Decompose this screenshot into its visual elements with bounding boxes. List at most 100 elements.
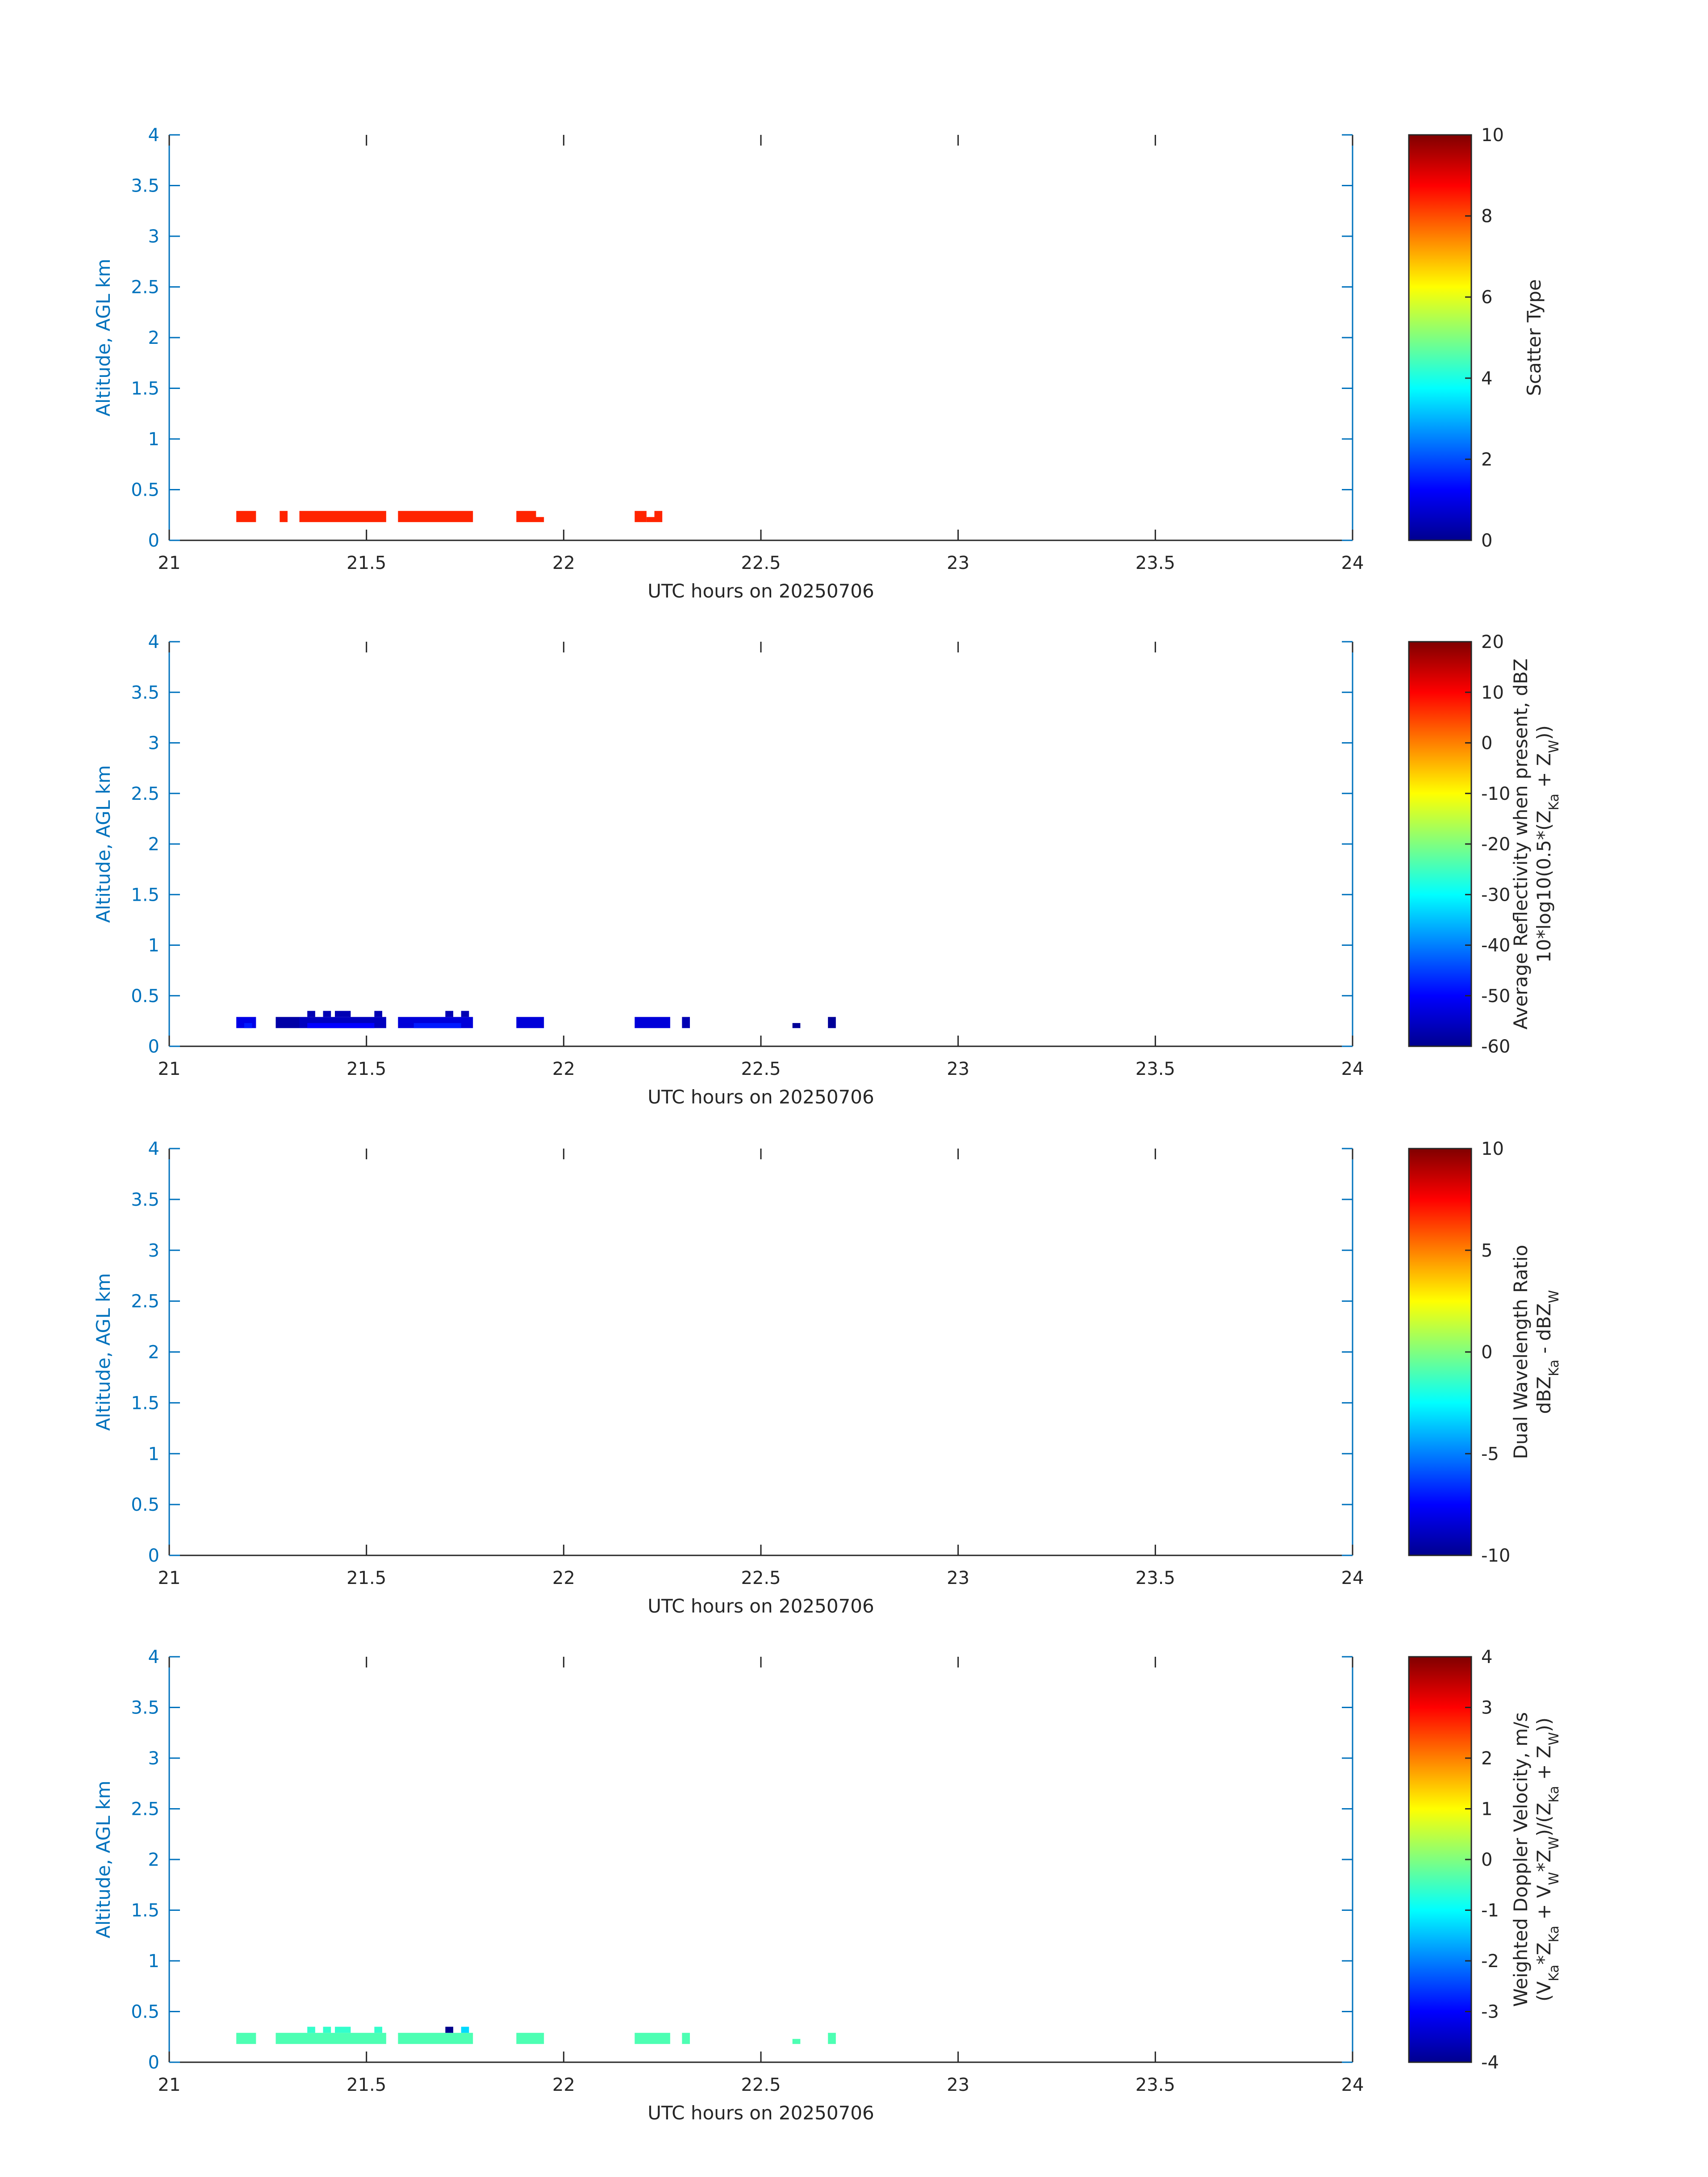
- heatmap-cell: [236, 2033, 256, 2044]
- x-tick-label: 23: [947, 1059, 969, 1079]
- colorbar-label-subscript: Ka: [1546, 1964, 1562, 1981]
- heatmap-cell: [635, 2033, 670, 2044]
- y-tick-label: 2: [148, 328, 159, 348]
- colorbar-tick-label: 4: [1481, 1647, 1492, 1667]
- heatmap-cell: [307, 2027, 315, 2033]
- y-tick-label: 0.5: [131, 1495, 159, 1515]
- x-axis-label: UTC hours on 20250706: [647, 1086, 874, 1108]
- heatmap-cell: [516, 511, 536, 522]
- heatmap-cell: [646, 517, 655, 522]
- colorbar-label-line: Weighted Doppler Velocity, m/s: [1510, 1712, 1532, 2007]
- colorbar-label-subscript: W: [1546, 1732, 1562, 1746]
- colorbar-tick-label: -20: [1481, 834, 1510, 855]
- y-tick-label: 4: [148, 1139, 159, 1159]
- x-tick-label: 23.5: [1136, 1568, 1175, 1588]
- heatmap-cell: [828, 2033, 836, 2044]
- colorbar-tick-label: -3: [1481, 2002, 1499, 2022]
- y-tick-label: 4: [148, 632, 159, 652]
- x-axis-label: UTC hours on 20250706: [647, 1595, 874, 1617]
- colorbar-label-subscript: W: [1546, 740, 1562, 753]
- colorbar-tick-label: 3: [1481, 1698, 1492, 1718]
- colorbar-label: Weighted Doppler Velocity, m/s (VKa*ZKa +…: [1510, 1712, 1562, 2007]
- heatmap-cell: [828, 1017, 836, 1028]
- y-tick-label: 1: [148, 936, 159, 956]
- x-tick-label: 21: [158, 553, 181, 573]
- colorbar-scale: [1408, 641, 1472, 1047]
- heatmap-cell: [516, 1017, 544, 1028]
- y-tick-label: 3.5: [131, 176, 159, 196]
- x-tick-label: 23: [947, 553, 969, 573]
- y-tick-label: 3.5: [131, 1698, 159, 1718]
- y-tick-label: 0.5: [131, 2002, 159, 2022]
- x-tick-label: 23: [947, 2075, 969, 2095]
- colorbar-tick-label: -1: [1481, 1901, 1499, 1921]
- heatmap-cell: [323, 2027, 331, 2033]
- x-tick-label: 21: [158, 1568, 181, 1588]
- colorbar-tick-label: -2: [1481, 1951, 1499, 1972]
- y-tick-label: 1.5: [131, 379, 159, 399]
- colorbar-label-subscript: Ka: [1546, 1786, 1562, 1803]
- colorbar-label-line: Average Reflectivity when present, dBZ: [1510, 658, 1532, 1029]
- y-tick-label: 3.5: [131, 682, 159, 703]
- heatmap-cell: [635, 511, 647, 522]
- heatmap-cell: [398, 2033, 473, 2044]
- colorbar-tick-label: 1: [1481, 1799, 1492, 1820]
- heatmap-cell: [276, 1017, 300, 1028]
- colorbar-label-subscript: W: [1546, 1872, 1562, 1885]
- heatmap-cell: [445, 2027, 453, 2033]
- y-tick-label: 1.5: [131, 1901, 159, 1921]
- panel-doppler-velocity: 21 21.5 22 22.5 23 23.5 24 00.511.522.533.54 U…: [92, 1647, 1562, 2124]
- heatmap-cell: [413, 1023, 461, 1028]
- y-tick-label: 1: [148, 429, 159, 450]
- heatmap-cell: [792, 1023, 801, 1028]
- colorbar-tick-label: -4: [1481, 2052, 1499, 2073]
- colorbar: 0 2 4 6 8 10 Scatter Type: [1408, 125, 1545, 551]
- heatmap-cell: [635, 1017, 670, 1028]
- x-tick-label: 22.5: [741, 1568, 781, 1588]
- x-tick-label: 23.5: [1136, 553, 1175, 573]
- colorbar-label-segment: )/(Z: [1533, 1803, 1555, 1837]
- x-tick-label: 23: [947, 1568, 969, 1588]
- plot-frame: [168, 642, 1353, 1047]
- y-axis-ticks: 0 0.5 1 1.5 2 2.5 3 3.5 4: [131, 1139, 1353, 1566]
- colorbar-tick-label: 0: [1481, 1342, 1492, 1363]
- heatmap-cell: [307, 1011, 315, 1017]
- colorbar-tick-label: -5: [1481, 1444, 1499, 1464]
- colorbar-label-segment: + Z: [1533, 1745, 1555, 1786]
- x-tick-label: 24: [1341, 1568, 1364, 1588]
- y-tick-label: 4: [148, 1647, 159, 1667]
- x-axis-ticks: 21 21.5 22 22.5 23 23.5 24: [158, 642, 1364, 1079]
- heatmap-cell: [792, 2039, 801, 2044]
- x-tick-label: 22: [552, 1568, 575, 1588]
- x-tick-label: 21.5: [347, 2075, 386, 2095]
- panel-dual-wavelength-ratio: 21 21.5 22 22.5 23 23.5 24 00.511.522.533.54 U…: [92, 1139, 1562, 1617]
- x-tick-label: 21.5: [347, 553, 386, 573]
- heatmap-cell: [682, 2033, 690, 2044]
- heatmap-cell: [236, 511, 256, 522]
- colorbar-label-formula: (VKa*ZKa + VW*ZW)/(ZKa + ZW)): [1533, 1717, 1562, 2002]
- plot-frame: [168, 1657, 1353, 2063]
- colorbar-tick-label: -50: [1481, 986, 1510, 1007]
- y-tick-label: 3: [148, 1241, 159, 1261]
- x-tick-label: 22: [552, 1059, 575, 1079]
- colorbar: -4 -3 -2 -1 0 1 2 3 4 Weighted Doppler Velocity, …: [1408, 1647, 1562, 2073]
- colorbar-tick-label: 8: [1481, 206, 1492, 227]
- colorbar-label-line: Scatter Type: [1523, 279, 1545, 396]
- colorbar-label-subscript: W: [1546, 1836, 1562, 1850]
- heatmap-cell: [299, 511, 386, 522]
- colorbar-tick-label: 6: [1481, 287, 1492, 308]
- heatmap-cell: [398, 511, 473, 522]
- colorbar: -60 -50 -40 -30 -20 -10 0 10 20 Average Reflectiv…: [1408, 632, 1562, 1057]
- y-tick-label: 2.5: [131, 277, 159, 298]
- x-tick-label: 22: [552, 2075, 575, 2095]
- heatmap-cells: [236, 1011, 836, 1028]
- colorbar-scale: [1408, 134, 1472, 541]
- heatmap-cell: [445, 1011, 453, 1017]
- colorbar-tick-label: -60: [1481, 1036, 1510, 1057]
- y-axis-label: Altitude, AGL km: [92, 259, 114, 416]
- y-tick-label: 2: [148, 1850, 159, 1870]
- y-tick-label: 2: [148, 1342, 159, 1363]
- x-axis-ticks: 21 21.5 22 22.5 23 23.5 24: [158, 135, 1364, 573]
- colorbar-tick-label: 0: [1481, 1850, 1492, 1870]
